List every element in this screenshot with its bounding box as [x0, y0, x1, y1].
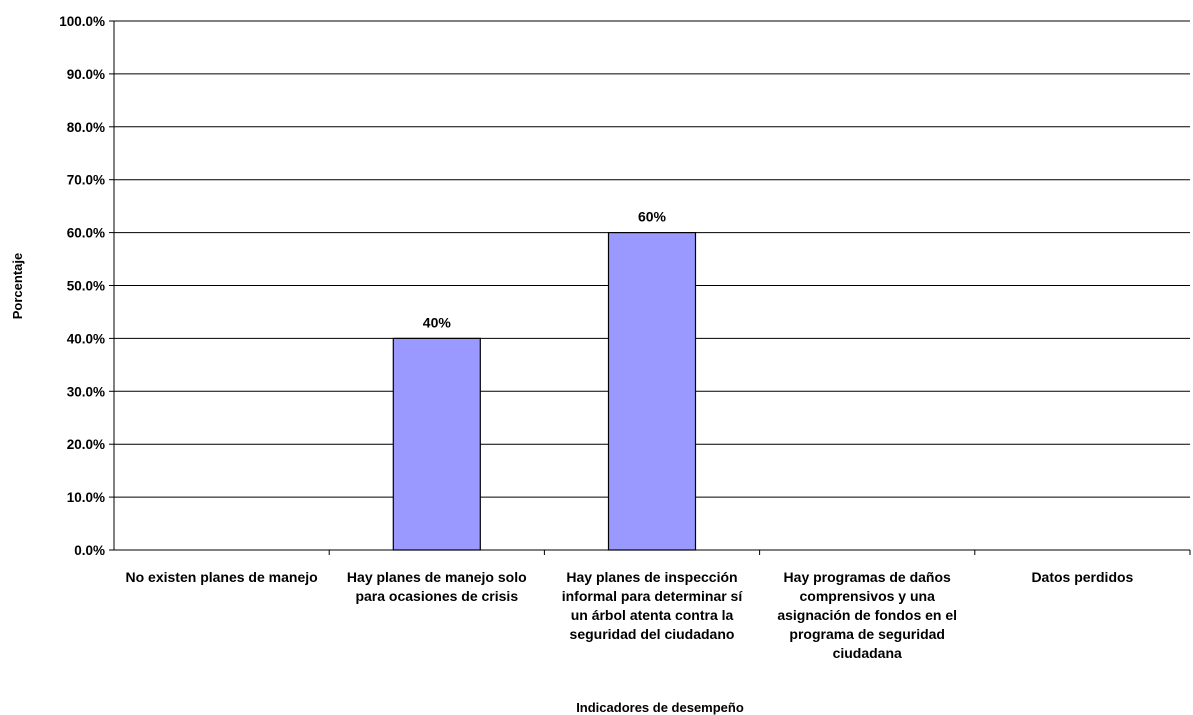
y-tick-label: 60.0%: [67, 226, 105, 241]
x-tick-label: Hay planes de inspección informal para d…: [561, 569, 743, 642]
y-tick-label: 70.0%: [67, 173, 105, 188]
y-tick-labels: 0.0% 10.0% 20.0% 30.0% 40.0% 50.0% 60.0% 70.0% 8…: [59, 14, 105, 558]
y-tick-label: 20.0%: [67, 437, 105, 452]
x-tick-label: Hay programas de daños comprensivos y un…: [777, 569, 958, 661]
y-tick-label: 90.0%: [67, 67, 105, 82]
data-labels: 40% 60%: [423, 209, 667, 331]
y-tick-label: 0.0%: [74, 543, 105, 558]
bars: [392, 232, 697, 551]
data-label: 60%: [638, 209, 667, 225]
axes: [109, 20, 1191, 555]
x-tick-label: Datos perdidos: [1031, 569, 1134, 585]
y-tick-label: 100.0%: [59, 14, 105, 29]
y-tick-label: 80.0%: [67, 120, 105, 135]
y-tick-label: 10.0%: [67, 490, 105, 505]
data-label: 40%: [423, 314, 452, 330]
bar: [607, 232, 697, 551]
x-tick-label: Hay planes de manejo solo para ocasiones…: [346, 569, 527, 604]
y-tick-label: 50.0%: [67, 279, 105, 294]
y-axis-title: Porcentaje: [10, 253, 25, 319]
bar: [392, 337, 481, 551]
y-tick-label: 30.0%: [67, 384, 105, 399]
x-tick-label: No existen planes de manejo: [125, 569, 318, 585]
y-tick-label: 40.0%: [67, 331, 105, 346]
x-axis-title: Indicadores de desempeño: [576, 700, 744, 715]
